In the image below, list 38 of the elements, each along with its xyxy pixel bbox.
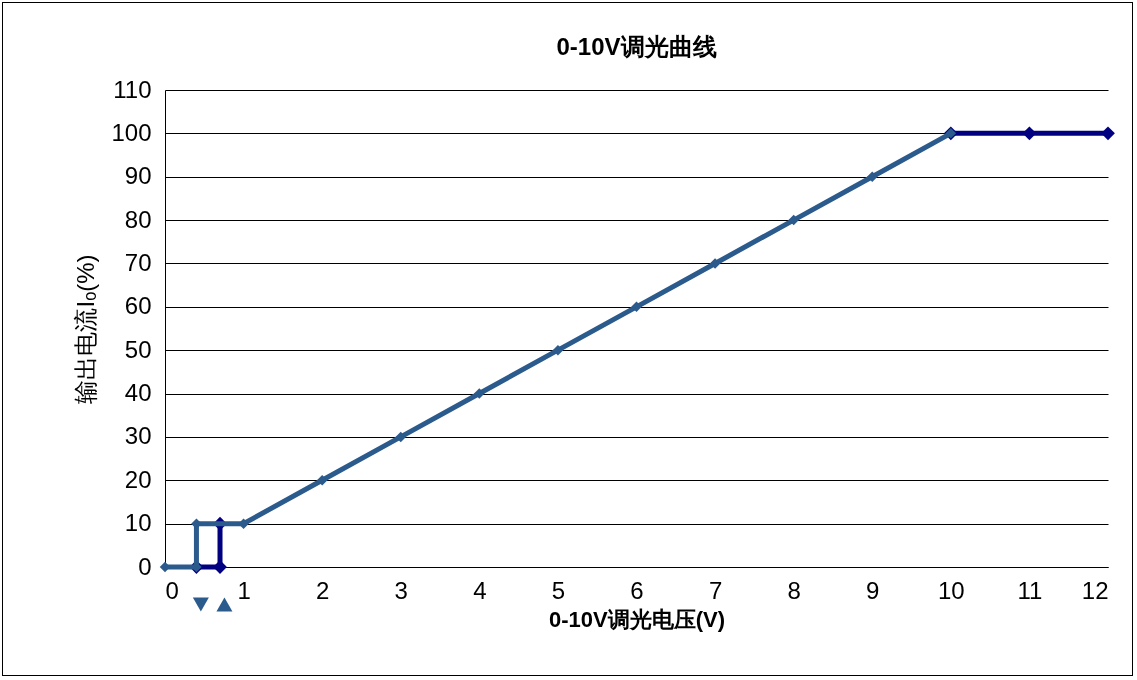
x-tick-label: 4: [473, 576, 487, 604]
x-tick-label: 5: [551, 576, 566, 604]
y-tick-label: 40: [124, 379, 152, 407]
point: [709, 258, 721, 269]
y-tick-label: 50: [124, 335, 152, 363]
x-tick-label: 11: [1017, 576, 1043, 604]
y-tick-label: 90: [124, 162, 152, 190]
point: [395, 431, 406, 443]
x-tick-label: 8: [787, 576, 801, 604]
y-axis-title: 输出电流Iₒ(%): [72, 254, 100, 404]
x-tick-label: 10: [937, 576, 965, 604]
y-tick-label: 60: [124, 292, 152, 320]
y-tick-label: 10: [124, 509, 152, 537]
x-tick-label: 7: [708, 576, 723, 604]
point: [867, 171, 878, 182]
y-tick-label: 80: [124, 205, 152, 233]
point: [474, 388, 485, 399]
y-tick-label: 70: [124, 248, 152, 276]
y-tick-label: 30: [124, 422, 152, 450]
x-tick-label: 12: [1081, 576, 1109, 604]
x-axis-title: 0-10V调光电压(V): [548, 606, 726, 632]
x-tick-label: 2: [315, 576, 330, 604]
y-tick-label: 110: [113, 75, 152, 103]
chart-title: 0-10V调光曲线: [556, 33, 717, 60]
y-tick-label: 20: [124, 465, 152, 493]
y-tick-label: 100: [111, 118, 152, 146]
x-tick-label: 1: [237, 576, 251, 604]
x-tick-label: 6: [630, 576, 644, 604]
y-tick-label: 0: [138, 552, 152, 580]
x-tick-label: 0: [165, 576, 179, 604]
point: [552, 344, 564, 356]
point: [788, 214, 799, 226]
point: [631, 301, 642, 313]
x-tick-label: 3: [394, 576, 408, 604]
x-tick-label: 9: [866, 576, 880, 604]
point: [316, 475, 328, 486]
point: [1101, 126, 1115, 141]
point: [1022, 126, 1037, 141]
